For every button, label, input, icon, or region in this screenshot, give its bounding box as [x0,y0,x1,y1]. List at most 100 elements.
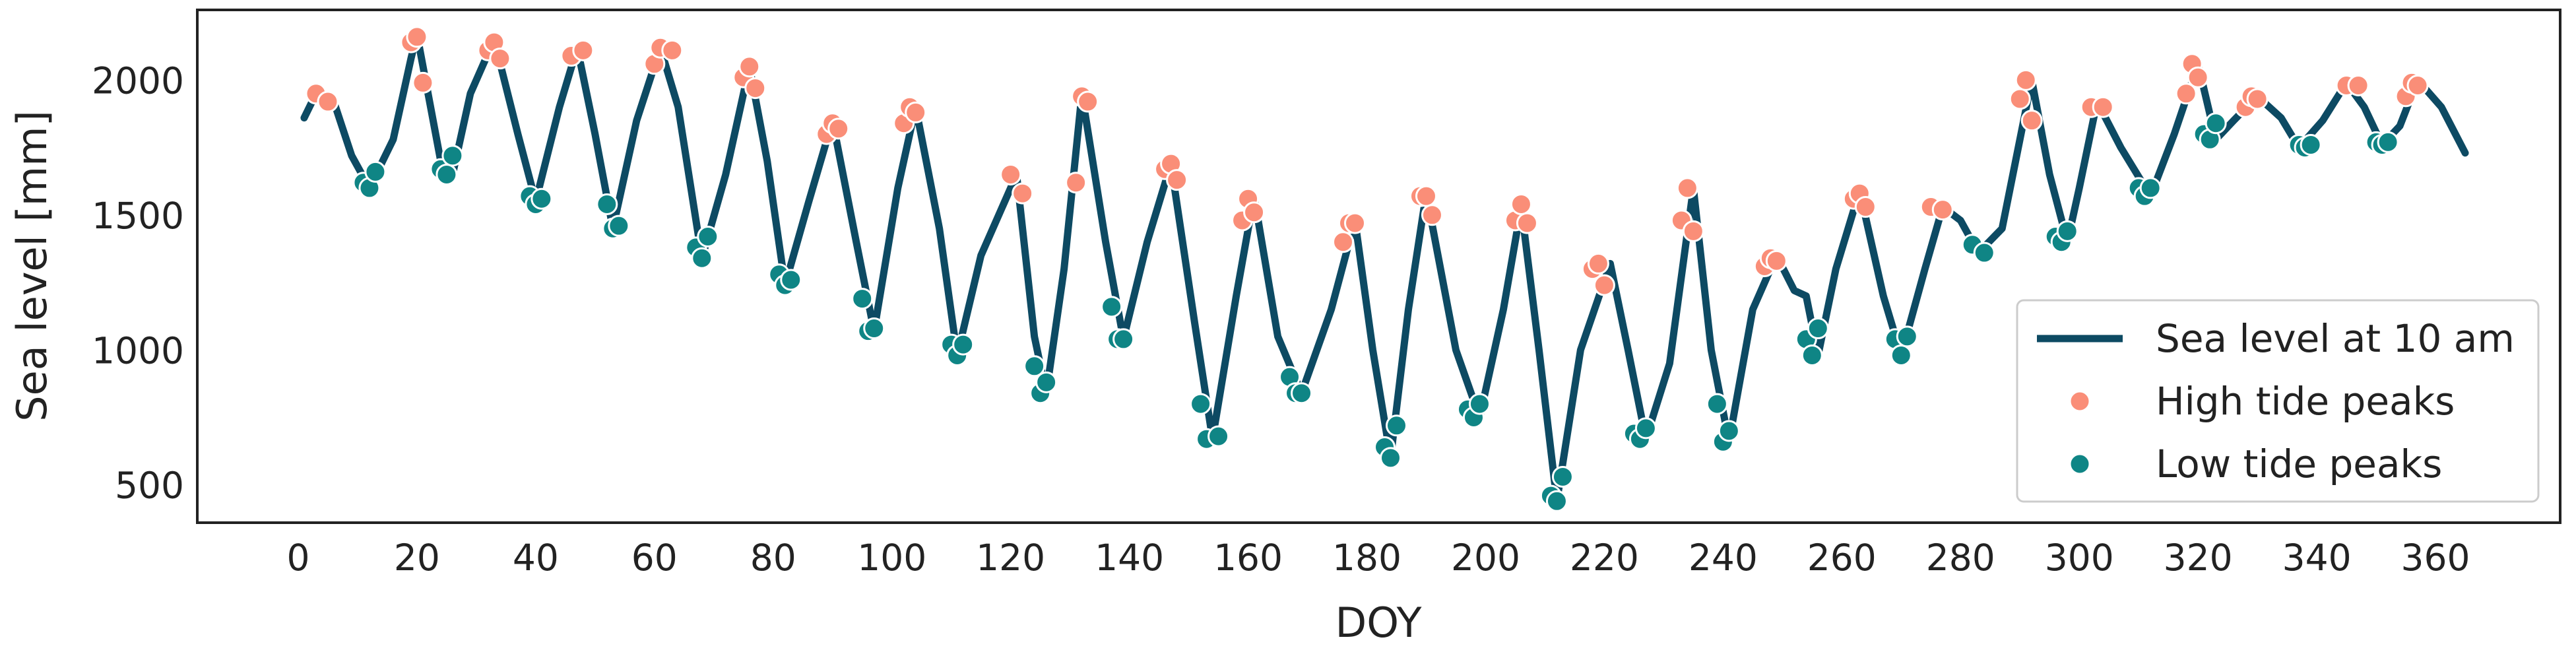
x-tick-label: 40 [513,537,559,579]
point [2056,220,2078,242]
x-tick-label: 80 [750,537,796,579]
point [1593,274,1615,296]
point [1718,420,1740,442]
point [2092,96,2114,118]
point [608,214,630,237]
point [1208,425,1230,447]
x-tick-label: 320 [2164,537,2233,579]
x-tick-label: 300 [2045,537,2114,579]
point [1190,393,1212,415]
point [1807,317,1829,340]
x-tick-label: 20 [394,537,440,579]
x-tick-label: 180 [1332,537,1401,579]
point [1706,393,1728,415]
point [2347,75,2369,97]
plot-frame [196,9,2561,524]
x-tick-label: 160 [1213,537,1283,579]
point [2009,88,2031,110]
point [1415,185,1437,207]
point [780,269,802,291]
legend-label: Sea level at 10 am [2156,316,2515,361]
point [406,26,428,48]
point [572,39,595,61]
legend-marker [2069,453,2091,475]
point [905,101,927,123]
point [1931,199,1954,221]
legend-label: Low tide peaks [2156,442,2442,486]
point [697,226,719,248]
point [2300,133,2322,156]
x-tick-label: 100 [857,537,926,579]
point [1421,204,1443,226]
point [2377,131,2399,153]
y-axis-label: Sea level [mm] [8,110,56,422]
point [1765,249,1787,272]
point [1112,328,1135,350]
point [1516,212,1538,234]
point [317,90,339,113]
x-tick-label: 120 [976,537,1045,579]
x-tick-label: 260 [1807,537,1877,579]
point [435,163,458,185]
point [1676,177,1698,199]
point [661,39,684,61]
point [738,55,761,78]
point [1101,296,1123,318]
point [1012,182,1034,205]
point [827,117,850,140]
point [531,187,553,210]
line-series [300,30,2469,505]
point [1801,344,1823,366]
x-tick-label: 60 [631,537,678,579]
point [744,77,767,100]
point [1682,220,1704,242]
x-axis-label: DOY [1335,599,1421,647]
point [1587,252,1609,275]
point [489,48,511,70]
x-tick-label: 140 [1095,537,1164,579]
point [441,145,464,167]
point [364,160,387,183]
point [1634,417,1657,440]
legend-label: High tide peaks [2156,379,2455,424]
point [1291,382,1313,405]
point [1896,325,1918,348]
point [2406,75,2429,97]
point [1468,393,1491,415]
point [1551,465,1574,488]
point [2020,110,2043,132]
point [1854,196,1877,218]
point [863,317,886,340]
point [1385,414,1407,437]
x-tick-label: 200 [1451,537,1520,579]
y-tick-label: 1500 [92,195,184,237]
point [1510,193,1532,215]
point [1065,172,1087,194]
legend-marker [2069,390,2091,412]
x-tick-label: 280 [1926,537,1995,579]
point [1243,201,1266,224]
point [1890,344,1912,366]
x-tick-label: 340 [2282,537,2352,579]
point [2139,177,2162,199]
legend-box [2016,299,2540,503]
point [412,71,434,94]
point [1332,231,1355,253]
point [2246,88,2269,110]
x-tick-label: 360 [2401,537,2470,579]
point [1023,355,1046,377]
point [1000,163,1022,185]
point [596,193,618,215]
point [691,247,713,269]
x-tick-label: 240 [1689,537,1758,579]
point [2014,69,2037,91]
point [1166,169,1188,191]
point [1035,371,1058,393]
y-tick-label: 1000 [92,329,184,372]
point [1344,212,1367,234]
point [1545,490,1568,512]
x-tick-label: 0 [286,537,309,579]
point [2187,66,2209,88]
point [2205,112,2227,135]
